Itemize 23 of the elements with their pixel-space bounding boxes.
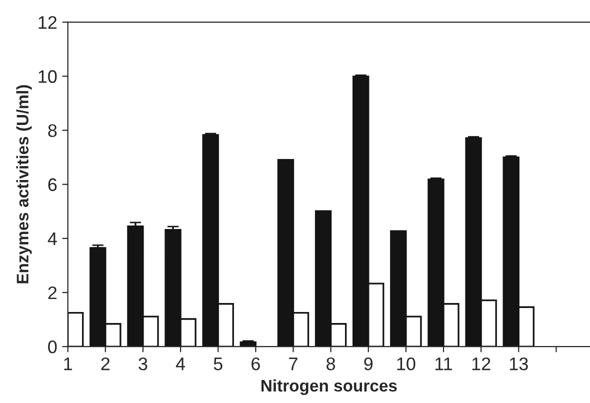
- x-tick-label: 1: [64, 358, 72, 370]
- x-axis-title: Nitrogen sources: [262, 379, 397, 395]
- y-tick-label: 4: [48, 232, 57, 245]
- x-tick-label: 9: [364, 357, 373, 370]
- y-tick-label: 8: [48, 124, 57, 138]
- x-tick-label: 12: [472, 357, 490, 370]
- x-tick-label: 3: [138, 357, 148, 370]
- x-tick-label: 7: [289, 358, 298, 370]
- x-tick-label: 10: [397, 357, 416, 370]
- y-tick-label: 0: [48, 340, 57, 354]
- x-tick-label: 13: [510, 357, 528, 370]
- y-tick-label: 2: [48, 286, 57, 300]
- x-tick-label: 4: [176, 358, 186, 370]
- bar: [68, 312, 84, 347]
- y-tick-label: 10: [38, 70, 57, 83]
- y-tick-label: 6: [48, 178, 57, 192]
- x-tick-label: 2: [101, 357, 110, 370]
- y-axis-title: Enzymes activities (U/ml): [16, 85, 32, 284]
- y-tick-label: 12: [38, 16, 57, 29]
- x-tick-label: 11: [436, 358, 452, 370]
- x-tick-label: 5: [214, 358, 222, 370]
- x-tick-label: 6: [252, 357, 260, 370]
- x-tick-label: 8: [326, 357, 336, 370]
